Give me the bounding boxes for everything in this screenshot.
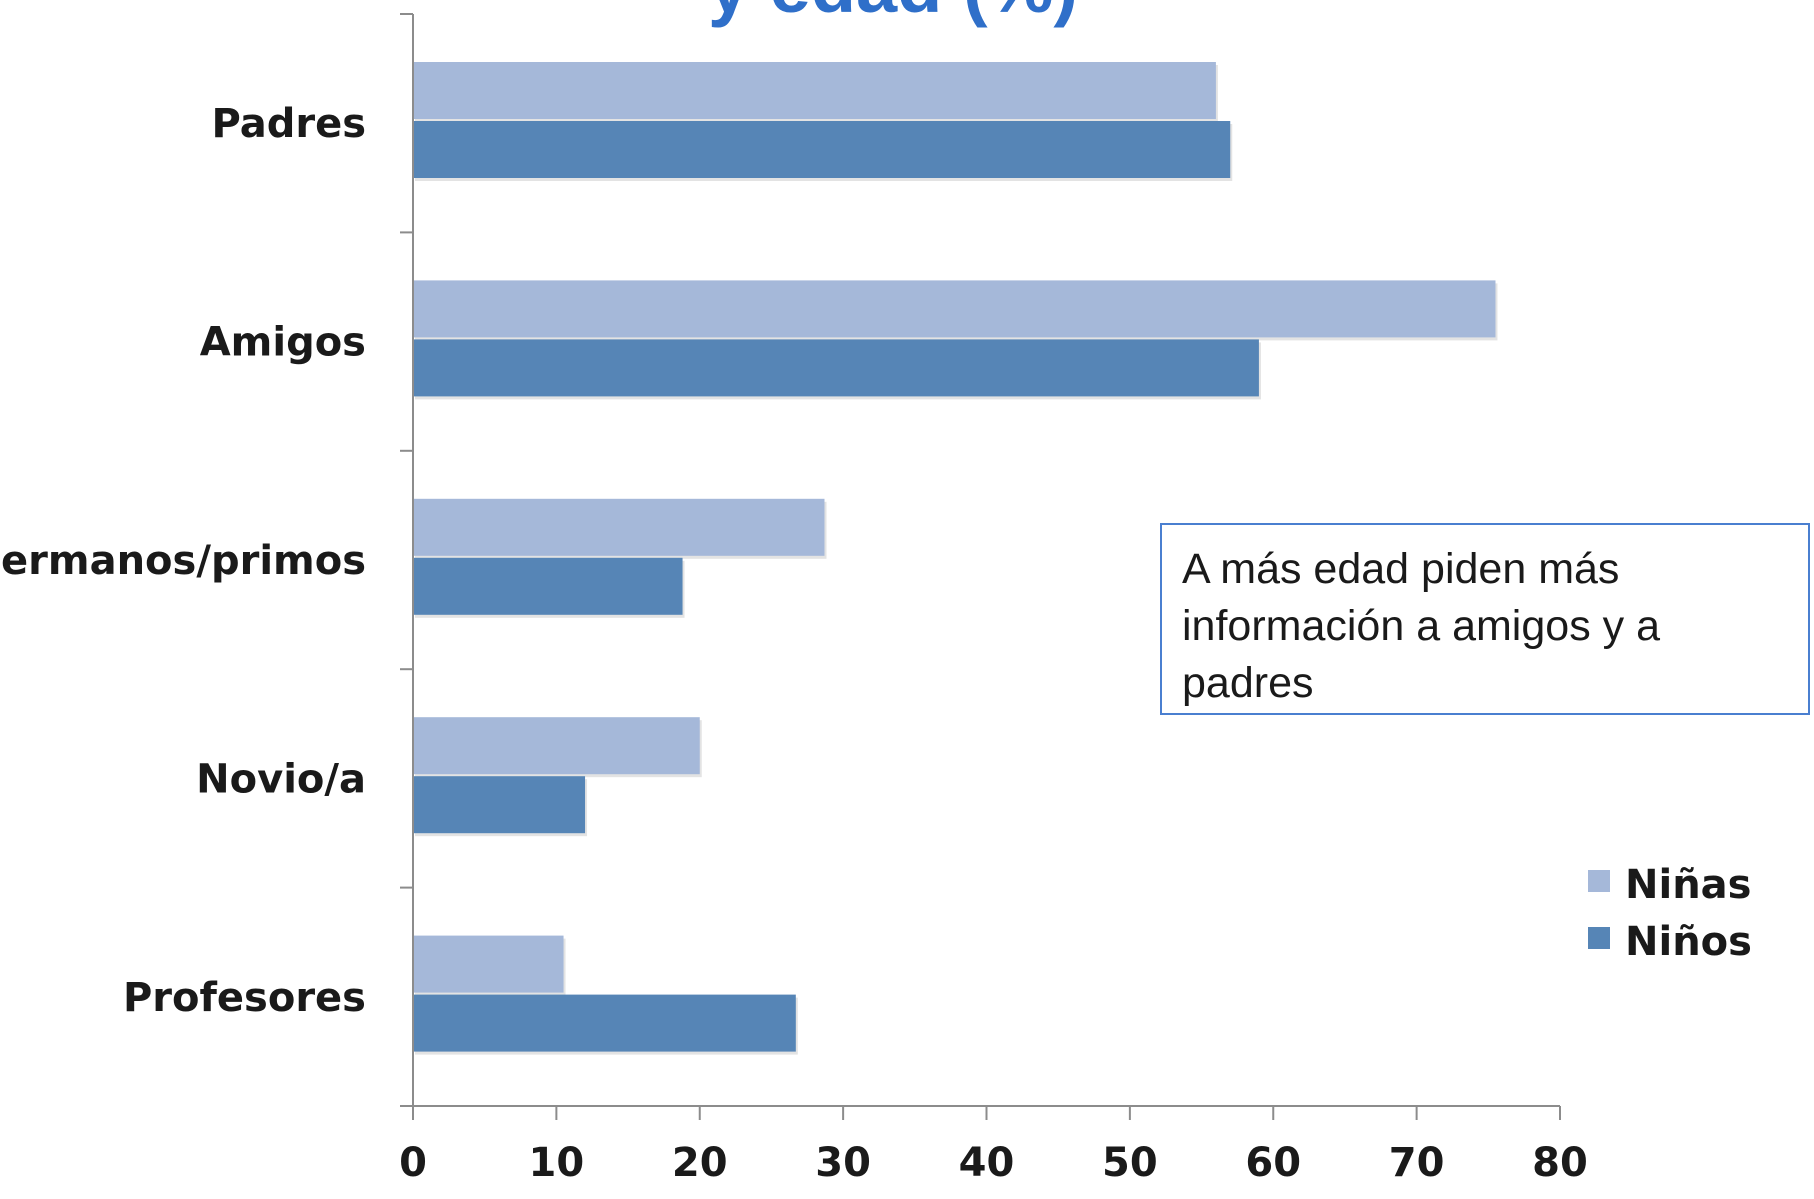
x-tick-label: 60 [1245, 1140, 1301, 1186]
bar-ni-os-padres [413, 121, 1231, 178]
bar-ni-os-hermanos-primos [413, 557, 683, 615]
bar-ni-os-profesores [413, 994, 796, 1052]
legend-swatch-ni-as [1588, 870, 1610, 892]
bar-ni-os-novio-a [413, 776, 586, 834]
category-label: Padres [211, 101, 366, 147]
bar-ni-as-padres [413, 62, 1216, 119]
x-tick-label: 70 [1389, 1140, 1445, 1186]
x-tick-label: 0 [399, 1140, 427, 1186]
legend-swatch-ni-os [1588, 927, 1610, 949]
bar-ni-os-amigos [413, 339, 1259, 397]
legend-label-ni-as: Niñas [1625, 862, 1751, 908]
annotation-box: A más edad piden más información a amigo… [1160, 523, 1810, 715]
chart-title: y edad (%) [708, 0, 1078, 28]
x-tick-label: 80 [1532, 1140, 1588, 1186]
x-tick-label: 50 [1102, 1140, 1158, 1186]
x-tick-label: 40 [959, 1140, 1015, 1186]
category-label: Amigos [200, 320, 366, 366]
bar-ni-as-amigos [413, 280, 1496, 338]
x-tick-label: 10 [529, 1140, 585, 1186]
category-label: Profesores [123, 975, 366, 1021]
bar-ni-as-novio-a [413, 717, 700, 775]
x-tick-label: 20 [672, 1140, 728, 1186]
annotation-text: A más edad piden más información a amigo… [1182, 545, 1660, 707]
legend-label-ni-os: Niños [1625, 919, 1752, 965]
bar-ni-as-profesores [413, 935, 564, 993]
x-tick-label: 30 [815, 1140, 871, 1186]
category-label: Hermanos/primos [0, 538, 366, 584]
bar-ni-as-hermanos-primos [413, 498, 825, 556]
category-label: Novio/a [196, 756, 366, 802]
